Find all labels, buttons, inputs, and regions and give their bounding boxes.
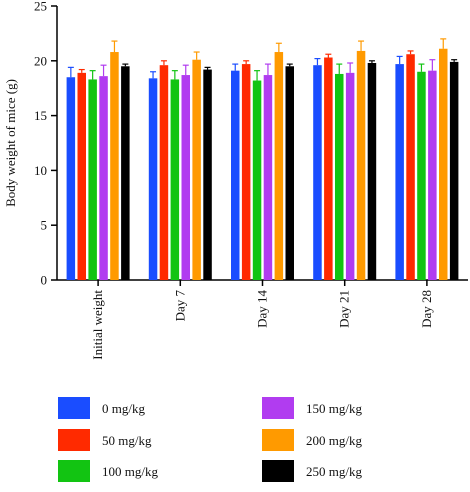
legend-label: 250 mg/kg	[306, 464, 362, 479]
legend-swatch	[58, 429, 90, 451]
legend-label: 50 mg/kg	[102, 433, 152, 448]
bar	[356, 50, 366, 280]
x-tick-label: Day 14	[255, 290, 270, 328]
legend-swatch	[262, 460, 294, 482]
legend-item: 100 mg/kg	[58, 460, 158, 482]
plot-area: 0 5 10 15 20 25 Initial weight Day 7 Day 14 Day 2…	[34, 0, 468, 360]
x-tick-label: Day 28	[419, 290, 434, 328]
bar	[335, 73, 344, 281]
legend-label: 0 mg/kg	[102, 401, 145, 416]
legend: 0 mg/kg 50 mg/kg 100 mg/kg 150 mg/kg 200 mg/…	[58, 397, 362, 482]
legend-swatch	[262, 429, 294, 451]
bar	[324, 57, 333, 281]
bar	[285, 66, 294, 280]
legend-item: 50 mg/kg	[58, 429, 152, 451]
y-tick-label: 10	[34, 163, 47, 178]
bar	[449, 61, 459, 281]
legend-label: 150 mg/kg	[306, 401, 362, 416]
x-tick-label: Day 7	[172, 290, 187, 322]
bar	[428, 70, 437, 280]
bar	[77, 72, 86, 280]
bar	[99, 76, 108, 280]
bar	[439, 48, 448, 280]
bar	[192, 59, 201, 281]
bar	[181, 75, 190, 280]
legend-item: 0 mg/kg	[58, 397, 145, 419]
y-tick-label: 5	[41, 218, 48, 233]
bar	[406, 54, 415, 280]
legend-label: 200 mg/kg	[306, 433, 362, 448]
y-tick-label: 0	[41, 273, 48, 288]
y-tick-label: 15	[34, 108, 47, 123]
bar	[274, 52, 284, 281]
legend-label: 100 mg/kg	[102, 464, 158, 479]
bar	[88, 79, 97, 280]
legend-swatch	[262, 397, 294, 419]
bar	[345, 72, 355, 280]
bar	[367, 62, 377, 280]
legend-item: 150 mg/kg	[262, 397, 362, 419]
legend-item: 200 mg/kg	[262, 429, 362, 451]
legend-item: 250 mg/kg	[262, 460, 362, 482]
y-axis-label: Body weight of mice (g)	[3, 79, 18, 207]
bar	[170, 79, 180, 280]
legend-swatch	[58, 460, 90, 482]
bar	[110, 52, 119, 281]
bar	[417, 71, 426, 280]
bar	[121, 66, 130, 280]
y-tick-label: 20	[34, 53, 47, 68]
bar	[241, 64, 251, 280]
bar	[66, 77, 76, 281]
bar	[313, 65, 322, 281]
bar	[148, 78, 158, 280]
bar	[395, 64, 404, 280]
bar	[203, 69, 212, 281]
bar	[231, 70, 240, 280]
bar	[252, 80, 262, 280]
bar	[263, 75, 273, 280]
bar	[159, 65, 169, 281]
legend-swatch	[58, 397, 90, 419]
x-tick-label: Initial weight	[90, 290, 105, 360]
x-tick-label: Day 21	[337, 290, 352, 328]
y-tick-label: 25	[34, 0, 47, 14]
